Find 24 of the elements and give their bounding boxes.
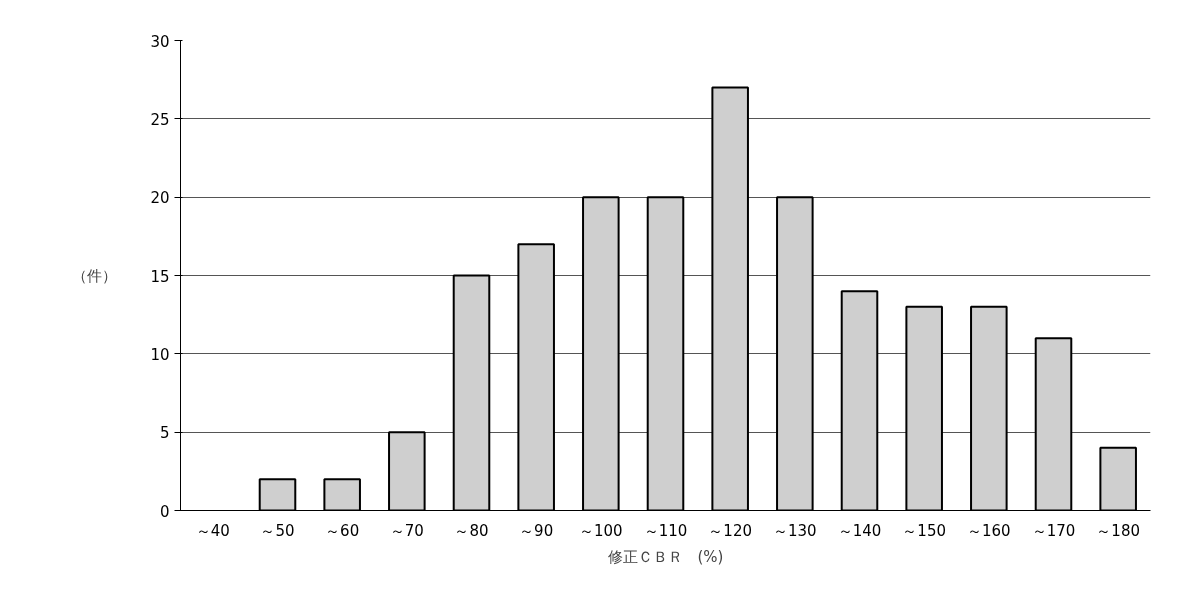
y-tick-label: 10 xyxy=(150,345,170,364)
x-tick-label: ～80 xyxy=(454,521,489,540)
x-tick-label: ～70 xyxy=(389,521,424,540)
x-tick-label: ～180 xyxy=(1096,521,1140,540)
x-tick-label: ～170 xyxy=(1031,521,1076,540)
x-tick-label: ～120 xyxy=(708,521,752,540)
y-axis-title: （件） xyxy=(72,266,118,285)
x-tick-label: ～60 xyxy=(325,521,360,540)
x-tick-label: ～140 xyxy=(837,521,882,540)
y-tick-label: 0 xyxy=(159,502,170,521)
y-tick-label: 30 xyxy=(150,32,170,51)
y-tick-label: 25 xyxy=(150,110,170,129)
x-tick-label: ～130 xyxy=(773,521,817,540)
y-tick-label: 5 xyxy=(159,424,170,443)
x-tick-label: ～100 xyxy=(579,521,623,540)
x-tick-label: ～40 xyxy=(195,521,230,540)
x-tick-label: ～90 xyxy=(519,521,554,540)
y-tick-label: 20 xyxy=(150,189,170,208)
x-tick-label: ～50 xyxy=(260,521,295,540)
x-tick-label: ～160 xyxy=(967,521,1011,540)
y-tick-label: 15 xyxy=(150,267,170,286)
x-tick-label: ～150 xyxy=(902,521,946,540)
x-axis-title: 修正ＣＢＲ (%) xyxy=(607,547,724,566)
x-tick-label: ～110 xyxy=(643,521,688,540)
